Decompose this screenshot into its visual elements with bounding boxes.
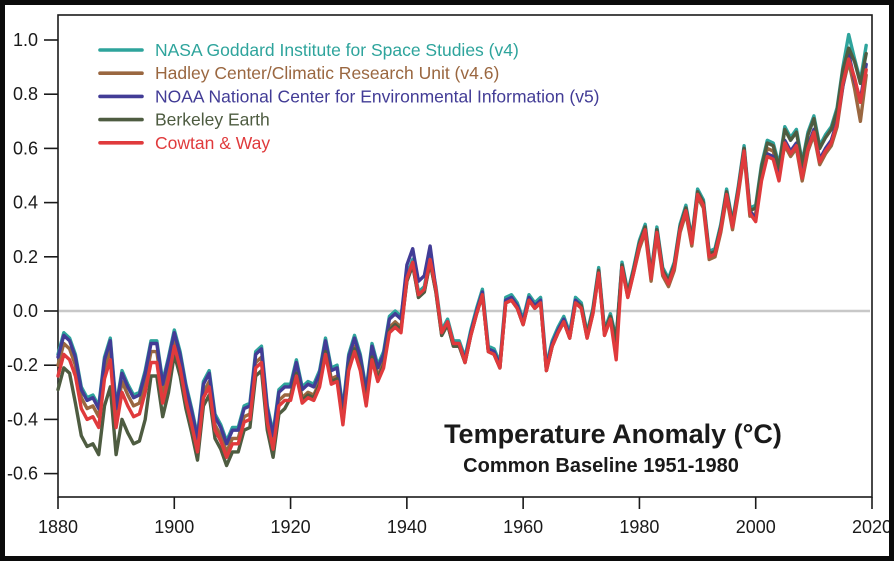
y-axis-tick-label: -0.6	[7, 464, 38, 484]
y-axis-tick-label: 0.0	[13, 301, 38, 321]
chart-title: Temperature Anomaly (°C)	[444, 419, 782, 449]
x-axis-tick-label: 1960	[503, 517, 543, 537]
data-series	[56, 32, 868, 468]
legend-item-nasa-giss: NASA Goddard Institute for Space Studies…	[98, 40, 519, 60]
axes: 1.0 0.8 0.6 0.4 0.2 0.0 -0.2 -0.4 -0.6 1880 1900 19…	[7, 14, 892, 537]
x-axis-tick-label: 2020	[852, 517, 892, 537]
y-axis-tick-label: -0.4	[7, 409, 38, 429]
legend-item-hadley-crut: Hadley Center/Climatic Research Unit (v4…	[98, 63, 499, 83]
series-line-cowtan-way	[56, 57, 868, 459]
legend-label-noaa-ncei: NOAA National Center for Environmental I…	[155, 86, 600, 106]
legend: NASA Goddard Institute for Space Studies…	[98, 40, 600, 153]
y-axis-tick-label: 0.2	[13, 247, 38, 267]
x-axis-tick-label: 1900	[154, 517, 194, 537]
chart-subtitle: Common Baseline 1951-1980	[463, 455, 739, 477]
y-axis-tick-label: 0.6	[13, 138, 38, 158]
legend-label-berkeley-earth: Berkeley Earth	[155, 110, 270, 130]
legend-label-cowtan-way: Cowtan & Way	[155, 133, 270, 153]
x-axis-tick-label: 2000	[736, 517, 776, 537]
x-axis-tick-label: 1980	[619, 517, 659, 537]
y-axis-tick-label: -0.2	[7, 355, 38, 375]
x-axis-tick-label: 1880	[38, 517, 78, 537]
y-axis-tick-label: 0.4	[13, 193, 38, 213]
y-axis-tick-label: 1.0	[13, 30, 38, 50]
y-axis-tick-label: 0.8	[13, 84, 38, 104]
legend-label-hadley-crut: Hadley Center/Climatic Research Unit (v4…	[155, 63, 499, 83]
x-axis-tick-label: 1940	[387, 517, 427, 537]
legend-item-noaa-ncei: NOAA National Center for Environmental I…	[98, 86, 600, 106]
legend-label-nasa-giss: NASA Goddard Institute for Space Studies…	[155, 40, 519, 60]
legend-item-berkeley-earth: Berkeley Earth	[98, 110, 270, 130]
x-axis-tick-label: 1920	[271, 517, 311, 537]
legend-item-cowtan-way: Cowtan & Way	[98, 133, 270, 153]
